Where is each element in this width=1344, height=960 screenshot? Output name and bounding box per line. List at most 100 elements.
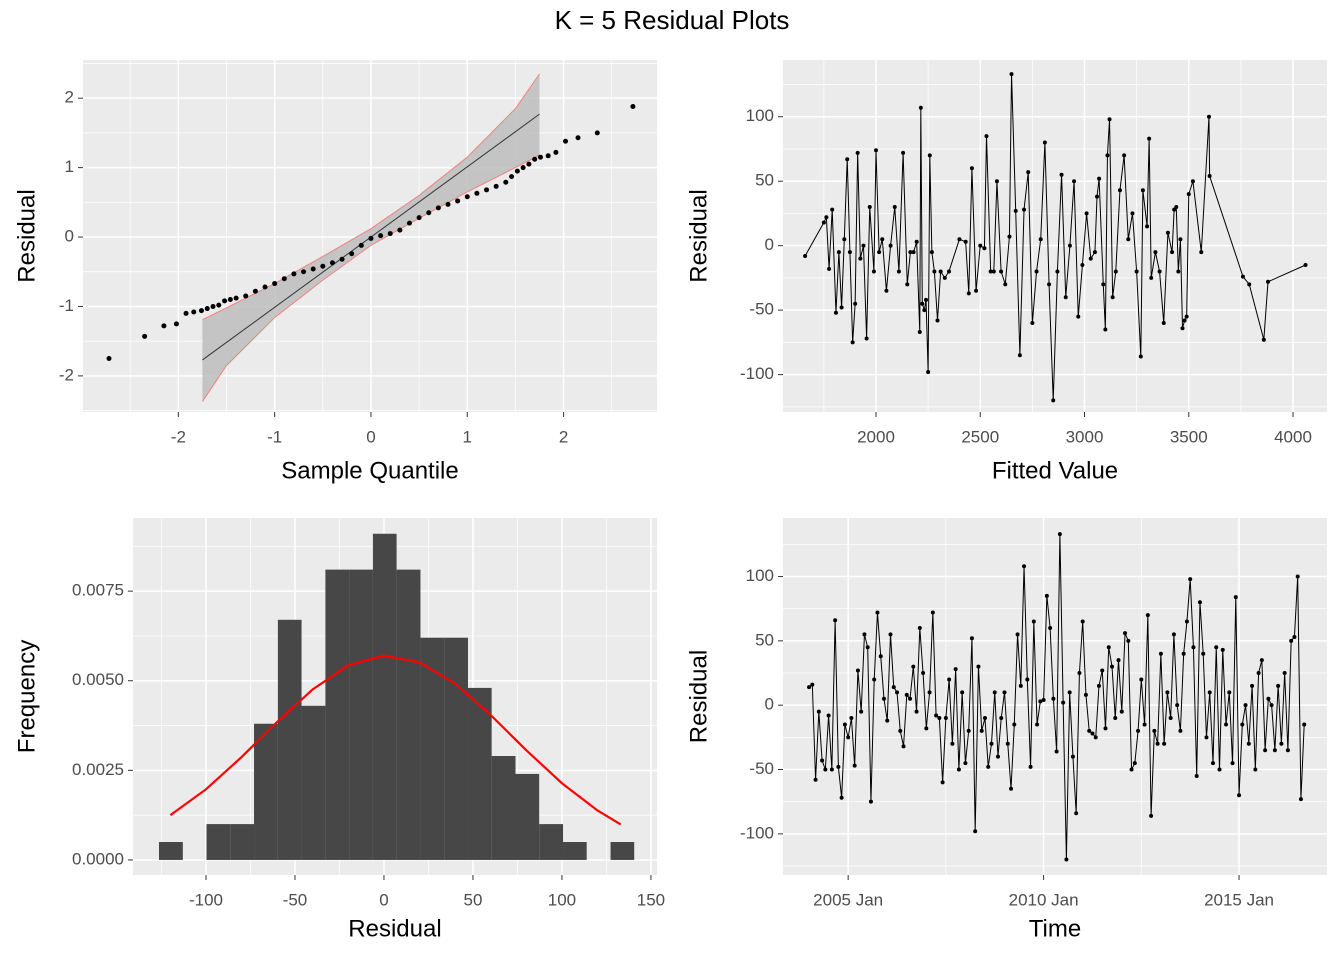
point [995, 754, 1000, 759]
point [821, 220, 826, 225]
point [917, 625, 922, 630]
point [1057, 532, 1062, 537]
point [1030, 321, 1035, 326]
point [877, 250, 882, 255]
point [813, 777, 818, 782]
y-tick-label: 0 [65, 227, 74, 246]
point [1217, 767, 1222, 772]
point [984, 134, 989, 139]
y-tick-label: -50 [749, 759, 774, 778]
y-axis-title: Residual [685, 650, 712, 743]
x-tick-label: -2 [171, 427, 186, 446]
y-tick-label: 2 [65, 88, 74, 107]
point [847, 250, 852, 255]
x-tick-label: -100 [189, 890, 223, 909]
x-tick-label: 2 [559, 427, 568, 446]
point [563, 138, 569, 144]
point [272, 281, 278, 287]
point [827, 266, 832, 271]
x-axis-title: Residual [348, 915, 441, 942]
point [1263, 748, 1268, 753]
point [1247, 282, 1252, 287]
point [934, 713, 939, 718]
point [1022, 564, 1027, 569]
y-tick-label: 0 [765, 695, 774, 714]
point [957, 237, 962, 242]
point [216, 302, 222, 308]
point [358, 242, 364, 248]
point [1018, 683, 1023, 688]
point [493, 183, 499, 189]
point [926, 370, 931, 375]
histogram-bar [515, 773, 540, 860]
point [917, 330, 922, 335]
point [1298, 797, 1303, 802]
point [914, 239, 919, 244]
point [1103, 726, 1108, 731]
point [861, 243, 866, 248]
point [1041, 698, 1046, 703]
point [871, 269, 876, 274]
point [1201, 651, 1206, 656]
point [1184, 619, 1189, 624]
point [1158, 651, 1163, 656]
point [1034, 269, 1039, 274]
point [1220, 647, 1225, 652]
histogram-bar [563, 842, 587, 860]
point [930, 610, 935, 615]
y-tick-label: -100 [740, 823, 774, 842]
histogram-bar [349, 569, 373, 860]
point [1139, 677, 1144, 682]
point [1119, 709, 1124, 714]
point [849, 716, 854, 721]
point [1028, 764, 1033, 769]
x-tick-label: -1 [267, 427, 282, 446]
y-axis-title: Residual [685, 189, 712, 282]
point [1190, 179, 1195, 184]
point [824, 215, 829, 220]
point [830, 207, 835, 212]
point [1042, 140, 1047, 145]
point [553, 149, 559, 155]
y-tick-label: 0.0025 [72, 760, 124, 779]
point [875, 610, 880, 615]
point [881, 696, 886, 701]
point [329, 260, 335, 266]
point [850, 340, 855, 345]
point [243, 293, 249, 299]
y-axis-title: Frequency [13, 640, 40, 753]
y-tick-label: 100 [746, 106, 774, 125]
point [1126, 237, 1131, 242]
point [1015, 632, 1020, 637]
point [947, 677, 952, 682]
point [1007, 234, 1012, 239]
point [867, 204, 872, 209]
point [1168, 716, 1173, 721]
point [1088, 256, 1093, 261]
point [222, 298, 228, 304]
point [873, 148, 878, 153]
x-tick-label: 2010 Jan [1009, 890, 1079, 909]
point [884, 288, 889, 293]
point [1026, 170, 1031, 175]
point [901, 150, 906, 155]
point [1101, 282, 1106, 287]
point [963, 761, 968, 766]
point [989, 741, 994, 746]
point [1038, 699, 1043, 704]
y-tick-label: 0.0000 [72, 849, 124, 868]
point [1265, 279, 1270, 284]
point [892, 204, 897, 209]
y-tick-label: 0 [765, 235, 774, 254]
point [1155, 741, 1160, 746]
histogram-bar [230, 824, 255, 860]
point [833, 618, 838, 623]
point [1132, 761, 1137, 766]
point [935, 318, 940, 323]
point [1067, 690, 1072, 695]
point [1261, 337, 1266, 342]
point [991, 269, 996, 274]
point [1129, 767, 1134, 772]
histogram-bar [372, 533, 397, 860]
